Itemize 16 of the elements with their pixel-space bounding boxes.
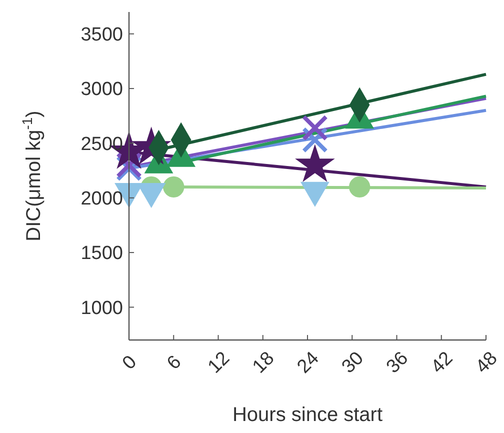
y-tick-label: 1500 <box>80 243 123 264</box>
y-tick-label: 3000 <box>80 79 123 100</box>
x-tick-label: 42 <box>427 348 458 378</box>
x-tick-label: 24 <box>293 348 324 378</box>
x-tick-label: 0 <box>118 352 141 374</box>
x-axis-title: Hours since start <box>232 404 383 426</box>
x-tick-label: 18 <box>248 348 279 378</box>
y-tick-label: 3500 <box>80 24 123 46</box>
x-tick-label: 48 <box>472 348 502 378</box>
x-tick-label: 12 <box>204 348 234 378</box>
x-tick-label: 30 <box>338 348 368 378</box>
x-tick-label: 6 <box>163 352 186 374</box>
y-tick-label: 2000 <box>80 188 123 210</box>
y-tick-label: 1000 <box>80 298 123 319</box>
y-tick-label: 2500 <box>80 134 123 155</box>
x-tick-label: 36 <box>382 348 412 378</box>
